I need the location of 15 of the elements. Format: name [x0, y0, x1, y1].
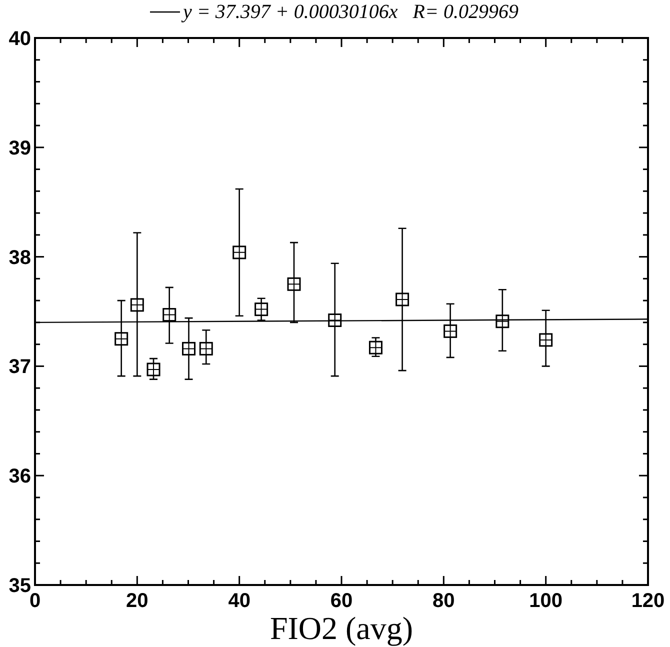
legend-label: y = 37.397 + 0.00030106x R= 0.029969 — [181, 1, 518, 23]
x-tick-label: 100 — [529, 590, 563, 612]
x-tick-label: 40 — [228, 590, 250, 612]
x-axis-title: FIO2 (avg) — [270, 610, 414, 646]
y-tick-label: 38 — [8, 246, 31, 269]
x-tick-label: 60 — [330, 590, 353, 612]
x-tick-label: 120 — [631, 590, 665, 612]
y-tick-label: 36 — [8, 466, 31, 488]
x-tick-label: 0 — [29, 590, 41, 612]
y-tick-label: 35 — [8, 575, 31, 597]
x-tick-label: 20 — [126, 590, 148, 612]
y-tick-label: 37 — [8, 356, 31, 378]
y-tick-label: 39 — [8, 137, 31, 160]
x-tick-label: 80 — [432, 590, 455, 612]
y-tick-label: 40 — [8, 28, 31, 50]
